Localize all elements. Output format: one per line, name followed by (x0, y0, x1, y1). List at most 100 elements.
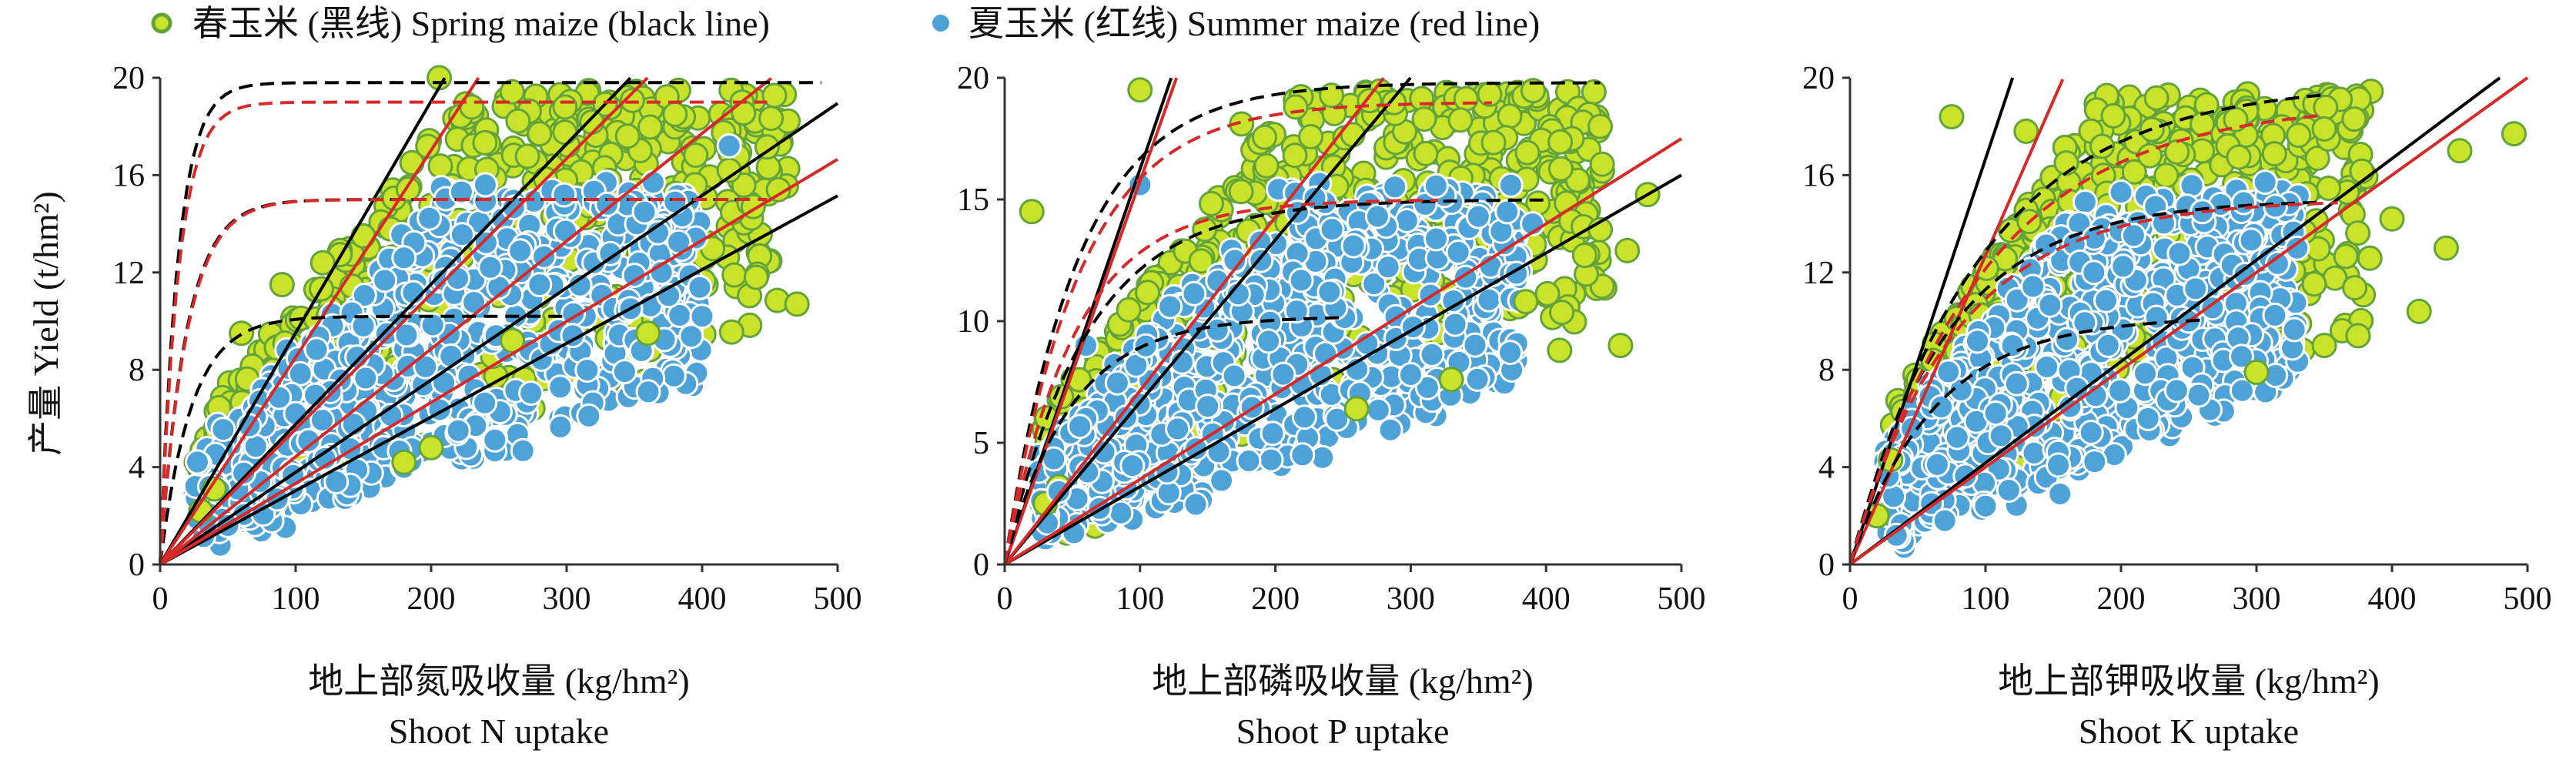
summer-point (1999, 333, 2026, 359)
spring-point (2153, 162, 2180, 189)
spring-point (1571, 243, 1597, 269)
summer-point (547, 414, 574, 440)
summer-point (1206, 439, 1232, 465)
spring-point (2243, 359, 2270, 385)
spring-point (2342, 275, 2368, 301)
spring-point (1497, 103, 1523, 129)
spring-point (269, 272, 295, 298)
spring-point (784, 291, 810, 317)
legend-summer-label: 夏玉米 (红线) Summer maize (red line) (969, 4, 1540, 43)
panel-n-xlabel-en: Shoot N uptake (389, 712, 609, 751)
summer-point (1316, 279, 1343, 305)
panel-k-xtick-label: 200 (2097, 581, 2146, 617)
panel-n-ytick-label: 8 (129, 353, 145, 388)
summer-point (611, 359, 637, 385)
panel-k-xlabel-cn: 地上部钾吸收量 (kg/hm²) (1998, 661, 2380, 701)
summer-point (2037, 292, 2063, 318)
spring-point (619, 87, 645, 113)
summer-point (2133, 360, 2158, 387)
summer-point (1157, 293, 1183, 320)
summer-point (2072, 189, 2098, 215)
summer-point (2281, 317, 2307, 343)
summer-point (372, 267, 398, 293)
summer-point (1195, 394, 1221, 420)
summer-point (2230, 189, 2257, 216)
summer-point (2003, 370, 2029, 397)
panel-p-xlabel-cn: 地上部磷吸收量 (kg/hm²) (1152, 661, 1534, 701)
spring-point (721, 262, 748, 288)
panel-p-xtick-label: 200 (1251, 581, 1300, 617)
summer-point (1119, 453, 1146, 479)
spring-point (637, 114, 663, 140)
spring-point (1607, 333, 1634, 359)
spring-point (683, 142, 709, 169)
spring-point (2341, 106, 2367, 132)
spring-point (2379, 206, 2405, 232)
spring-point (1199, 190, 1224, 216)
spring-point (2311, 333, 2337, 359)
panel-n-ytick-label: 12 (112, 256, 145, 291)
spring-point (635, 320, 661, 347)
summer-point (472, 172, 498, 198)
legend: 春玉米 (黑线) Spring maize (black line) 夏玉米 (… (151, 4, 1540, 43)
summer-point (1104, 370, 1130, 396)
spring-point (1343, 396, 1370, 422)
spring-point (2143, 85, 2170, 111)
summer-point (2108, 179, 2134, 205)
summer-point (518, 380, 544, 406)
summer-point (1340, 233, 1367, 259)
spring-point (1019, 199, 1045, 225)
summer-point (1156, 480, 1182, 506)
summer-point (1393, 208, 1420, 233)
panel-k-xlabel-en: Shoot K uptake (2079, 712, 2299, 751)
spring-point (1413, 140, 1439, 166)
summer-point (551, 182, 577, 208)
spring-point (552, 94, 578, 120)
spring-point (1589, 151, 1615, 177)
summer-point (2179, 172, 2205, 199)
summer-point (2082, 449, 2108, 475)
summer-point (2054, 327, 2080, 353)
spring-point (662, 101, 688, 127)
summer-point (420, 312, 446, 338)
panel-p-scatter (1019, 77, 1661, 552)
summer-point (527, 272, 553, 298)
spring-point (418, 434, 444, 461)
spring-point (1547, 337, 1573, 363)
summer-point (1932, 507, 1958, 534)
panel-p-xtick-label: 500 (1658, 581, 1706, 617)
spring-point (1587, 113, 1613, 139)
summer-point (1423, 172, 1449, 199)
spring-point (1514, 139, 1541, 166)
spring-point (1513, 289, 1539, 315)
panel-n-ytick-label: 20 (112, 61, 145, 96)
summer-point (1204, 317, 1230, 343)
spring-point (1411, 106, 1437, 132)
summer-point (1419, 341, 1445, 367)
panel-k-ytick-label: 4 (1818, 450, 1835, 486)
summer-point (2238, 227, 2264, 253)
panel-n-xtick-label: 300 (543, 581, 591, 617)
summer-point (1996, 477, 2022, 503)
summer-point (1290, 442, 1316, 468)
panel-p-ytick-label: 5 (973, 426, 989, 461)
summer-point (2093, 287, 2119, 313)
summer-point (472, 390, 498, 416)
summer-point (689, 303, 715, 330)
summer-point (635, 379, 661, 405)
summer-point (1464, 366, 1490, 392)
summer-point (2110, 253, 2136, 280)
panel-p-ytick-label: 20 (957, 61, 989, 96)
spring-point (1283, 94, 1309, 120)
panel-p-ytick-label: 15 (957, 183, 989, 218)
summer-point (303, 337, 330, 363)
summer-point (1256, 328, 1282, 354)
panel-p-xlabel-en: Shoot P uptake (1236, 712, 1450, 751)
spring-point (1534, 280, 1561, 306)
spring-point (552, 119, 578, 146)
spring-point (2316, 176, 2342, 201)
summer-point (510, 437, 536, 464)
panel-p: 0 100 200 300 400 500 0 5 10 15 20 地上部磷吸收量 (kg/hm²… (957, 61, 1706, 751)
summer-point (1181, 280, 1207, 306)
spring-point (2286, 122, 2312, 149)
